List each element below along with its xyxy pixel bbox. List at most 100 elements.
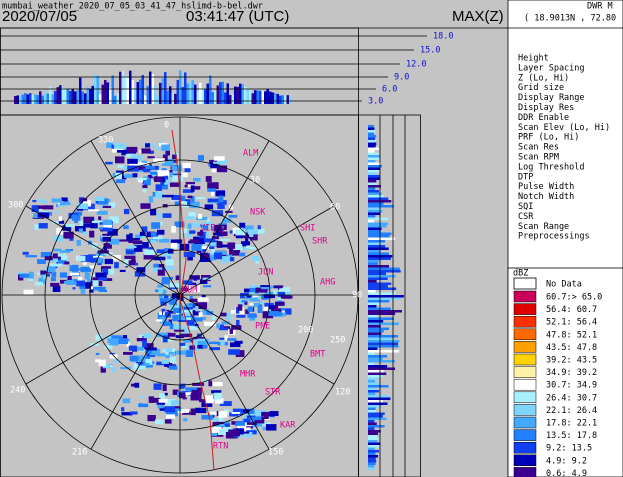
- legend-swatch: [513, 366, 537, 378]
- echo: [133, 237, 140, 241]
- echo: [207, 188, 216, 192]
- echo-profile: [368, 160, 376, 163]
- echo: [234, 340, 243, 344]
- echo: [247, 229, 258, 235]
- echo-profile: [368, 467, 375, 470]
- echo: [58, 216, 62, 222]
- echo-profile: [216, 85, 219, 104]
- echo: [218, 195, 224, 203]
- echo-profile: [169, 86, 172, 104]
- echo: [179, 342, 186, 346]
- echo: [279, 287, 291, 293]
- echo: [42, 275, 47, 280]
- echo-profile: [368, 172, 376, 175]
- range-label: 200: [298, 326, 313, 336]
- echo-profile: [246, 89, 249, 104]
- echo: [198, 346, 204, 349]
- echo: [243, 418, 251, 423]
- echo: [114, 262, 119, 269]
- echo: [197, 246, 210, 250]
- echo: [115, 172, 122, 180]
- echo: [277, 297, 282, 301]
- echo: [184, 184, 188, 188]
- echo: [210, 162, 218, 169]
- legend-swatch: [513, 378, 537, 391]
- echo: [236, 314, 246, 318]
- echo-profile: [241, 84, 244, 104]
- echo: [180, 287, 191, 291]
- echo: [142, 242, 149, 249]
- echo-profile: [368, 127, 375, 130]
- echo: [202, 309, 210, 315]
- echo: [97, 198, 109, 205]
- echo: [167, 254, 171, 259]
- echo: [215, 424, 225, 427]
- echo: [162, 266, 175, 270]
- echo: [165, 414, 176, 419]
- echo-profile: [368, 252, 389, 255]
- echo: [129, 355, 139, 362]
- echo: [220, 256, 230, 263]
- echo-profile: [368, 395, 390, 398]
- echo-profile: [368, 197, 389, 200]
- echo: [102, 363, 110, 369]
- echo: [163, 321, 172, 326]
- echo-profile: [114, 95, 117, 104]
- echo-profile: [146, 86, 149, 104]
- echo: [261, 286, 272, 290]
- echo: [147, 156, 155, 159]
- echo: [182, 189, 194, 193]
- echo: [252, 256, 260, 262]
- echo-profile: [368, 417, 387, 420]
- echo: [51, 198, 62, 203]
- echo-profile: [368, 440, 378, 443]
- echo: [124, 259, 129, 267]
- echo-profile: [69, 91, 72, 104]
- echo-profile: [368, 135, 377, 138]
- echo: [101, 235, 113, 239]
- echo: [182, 309, 193, 313]
- echo: [164, 419, 172, 424]
- echo: [77, 276, 83, 284]
- echo: [142, 335, 147, 343]
- echo: [117, 165, 125, 169]
- echo: [218, 411, 228, 418]
- echo: [109, 364, 113, 368]
- azimuth-label: 0: [164, 121, 169, 131]
- echo: [204, 321, 216, 326]
- no-data-label: No Data: [546, 280, 582, 290]
- echo: [164, 312, 171, 318]
- echo: [197, 338, 205, 341]
- echo-profile: [368, 320, 384, 323]
- echo-profile: [14, 96, 17, 104]
- echo: [197, 224, 205, 228]
- echo: [180, 333, 193, 338]
- echo: [91, 220, 104, 224]
- echo: [31, 205, 39, 213]
- echo-profile: [368, 142, 377, 145]
- echo: [159, 298, 169, 303]
- echo-profile: [119, 71, 122, 104]
- height-label: 15.0: [420, 46, 440, 56]
- station-label: ALM: [243, 149, 258, 159]
- echo: [249, 416, 262, 421]
- echo: [201, 414, 214, 420]
- echo: [197, 343, 207, 349]
- echo: [190, 393, 202, 401]
- echo: [133, 363, 142, 370]
- echo: [87, 258, 99, 263]
- echo-profile: [206, 83, 209, 104]
- echo: [44, 256, 53, 261]
- legend-range: 43.5: 47.8: [546, 343, 597, 353]
- echo: [159, 407, 167, 411]
- echo: [103, 278, 113, 281]
- echo: [162, 213, 172, 218]
- echo: [171, 226, 176, 233]
- info-title: DWR M: [587, 2, 613, 12]
- echo-profile: [89, 88, 92, 104]
- echo: [161, 308, 166, 311]
- echo-profile: [368, 222, 389, 225]
- echo: [124, 173, 133, 179]
- echo-profile: [159, 82, 162, 104]
- echo: [164, 392, 168, 396]
